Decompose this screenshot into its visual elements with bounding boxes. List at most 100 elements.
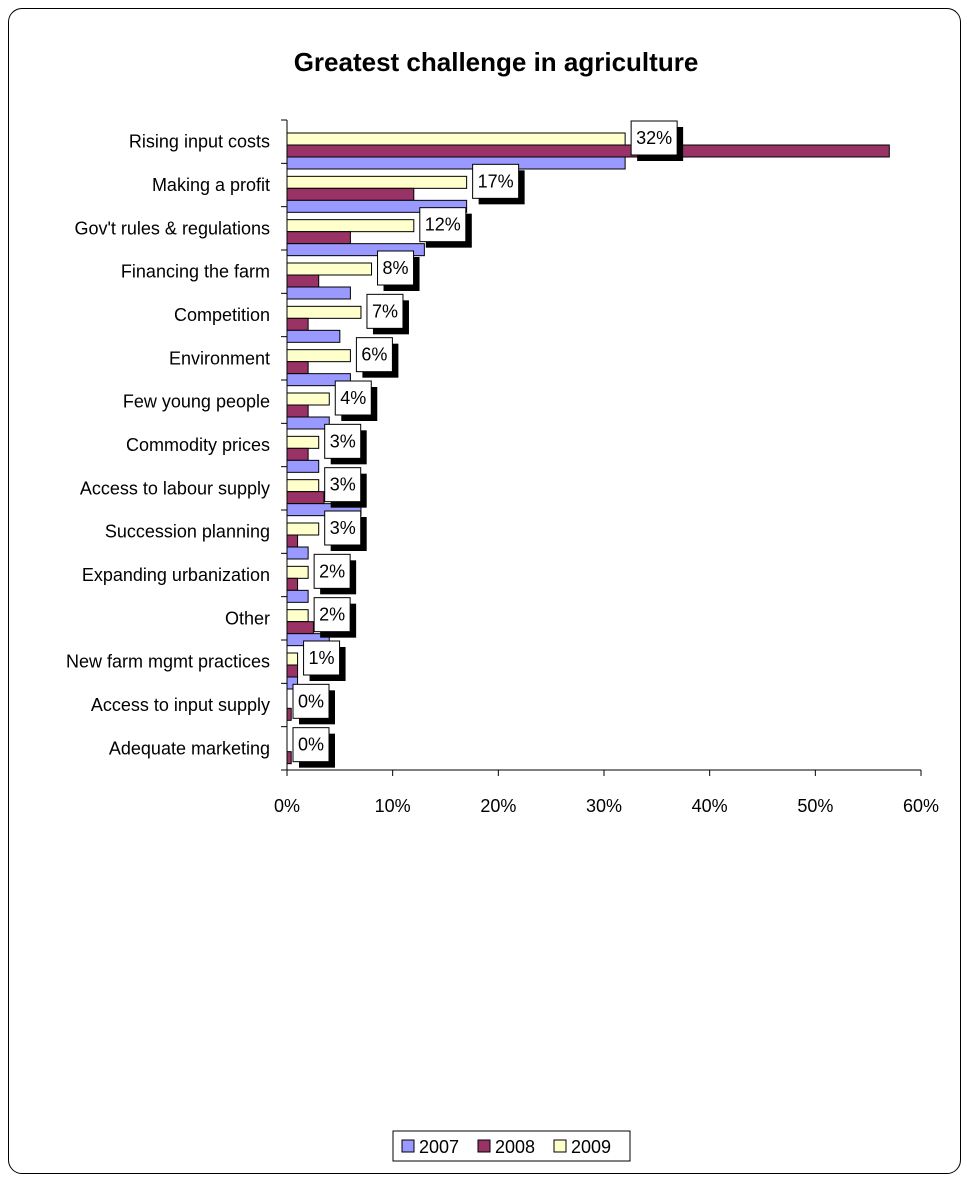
data-label: 7%: [366, 293, 409, 335]
data-label: 3%: [324, 423, 367, 465]
category-label: Few young people: [123, 392, 270, 412]
category-label: Gov't rules & regulations: [74, 218, 270, 238]
data-label-text: 3%: [330, 431, 356, 451]
bar-2009: [286, 435, 320, 449]
data-label-text: 2%: [319, 605, 345, 625]
x-tick-label: 10%: [375, 796, 411, 816]
bar-2008: [286, 621, 314, 635]
bar-2007: [286, 286, 351, 300]
data-label-text: 17%: [478, 171, 514, 191]
category-label: Financing the farm: [121, 262, 270, 282]
data-label: 2%: [313, 553, 357, 595]
category-label: New farm mgmt practices: [66, 652, 270, 672]
legend-swatch-2007: [401, 1139, 415, 1153]
data-label-text: 2%: [319, 561, 345, 581]
bar-2009: [286, 392, 330, 406]
category-label: Access to labour supply: [80, 478, 270, 498]
bar-2008: [286, 231, 351, 245]
legend-label-2007: 2007: [419, 1137, 459, 1157]
data-label-text: 7%: [372, 301, 398, 321]
data-label-text: 0%: [298, 691, 324, 711]
legend-label-2008: 2008: [495, 1137, 535, 1157]
data-label: 3%: [324, 467, 367, 508]
data-label: 17%: [472, 163, 525, 205]
data-label: 8%: [377, 250, 420, 291]
bar-2008: [286, 187, 415, 201]
category-label: Making a profit: [152, 175, 270, 195]
category-label: Access to input supply: [91, 695, 270, 715]
legend-swatch-2008: [477, 1139, 491, 1153]
bar-2009: [286, 132, 626, 146]
data-label-box: [324, 467, 362, 503]
x-tick-label: 40%: [692, 796, 728, 816]
bar-2008: [286, 274, 320, 288]
data-label: 0%: [292, 683, 335, 725]
data-label: 4%: [334, 380, 378, 421]
legend-box: [392, 1130, 631, 1162]
bar-2009: [286, 305, 362, 319]
bar-2008: [286, 361, 309, 375]
bar-2009: [286, 219, 415, 233]
legend-swatch-2009: [553, 1139, 567, 1153]
bar-2009: [286, 609, 309, 623]
data-label-box: [472, 163, 520, 199]
data-label: 0%: [292, 727, 335, 768]
data-label-text: 12%: [425, 215, 461, 235]
data-label: 32%: [630, 120, 684, 161]
data-label-box: [292, 683, 330, 719]
bar-2007: [286, 589, 309, 603]
data-label: 2%: [313, 597, 357, 638]
legend: 2007 2008 2009: [392, 1130, 631, 1162]
data-label-box: [313, 553, 351, 589]
data-label-text: 8%: [383, 258, 409, 278]
data-label-box: [377, 250, 415, 286]
x-tick-label: 20%: [480, 796, 516, 816]
category-label: Rising input costs: [129, 132, 270, 152]
bar-2009: [286, 175, 468, 189]
data-label: 12%: [419, 207, 472, 248]
data-label-text: 1%: [309, 648, 335, 668]
category-label: Commodity prices: [126, 435, 270, 455]
data-label-box: [324, 510, 362, 546]
data-label-text: 0%: [298, 735, 324, 755]
legend-label-2009: 2009: [571, 1137, 611, 1157]
chart-title: Greatest challenge in agriculture: [294, 47, 699, 77]
bar-2009: [286, 262, 373, 276]
data-label-box: [419, 207, 467, 243]
data-label-box: [292, 727, 330, 763]
data-label-text: 4%: [340, 388, 366, 408]
plot-area: 0% 10% 20% 30% 40% 50% 60% Rising input costs 32…: [66, 119, 939, 816]
bar-2008: [286, 534, 299, 548]
category-label: Succession planning: [105, 522, 270, 542]
bar-2007: [286, 546, 309, 560]
bar-2009: [286, 652, 299, 666]
chart-frame: [8, 8, 961, 1174]
bar-2007: [286, 416, 330, 430]
category-label: Other: [225, 608, 270, 628]
x-tick-label: 30%: [586, 796, 622, 816]
data-label-text: 32%: [636, 128, 672, 148]
data-label-box: [313, 597, 351, 633]
bar-2007: [286, 329, 341, 343]
data-label-box: [334, 380, 372, 416]
data-label-box: [355, 337, 393, 373]
data-label-box: [366, 293, 404, 329]
x-tick-label: 0%: [274, 796, 300, 816]
bar-2008: [286, 664, 299, 678]
bar-2009: [286, 479, 320, 493]
bar-2008: [286, 317, 309, 331]
bar-2007: [286, 156, 626, 170]
data-label-text: 6%: [361, 345, 387, 365]
data-label-text: 3%: [330, 518, 356, 538]
bar-2009: [286, 522, 320, 536]
bar-2009: [286, 349, 351, 363]
bar-2008: [286, 491, 325, 505]
data-label: 3%: [324, 510, 367, 551]
category-label: Expanding urbanization: [82, 565, 270, 585]
x-tick-label: 50%: [797, 796, 833, 816]
bar-2008: [286, 144, 890, 158]
data-label: 1%: [303, 640, 346, 681]
bar-2008: [286, 707, 292, 721]
bar-2009: [286, 565, 309, 579]
